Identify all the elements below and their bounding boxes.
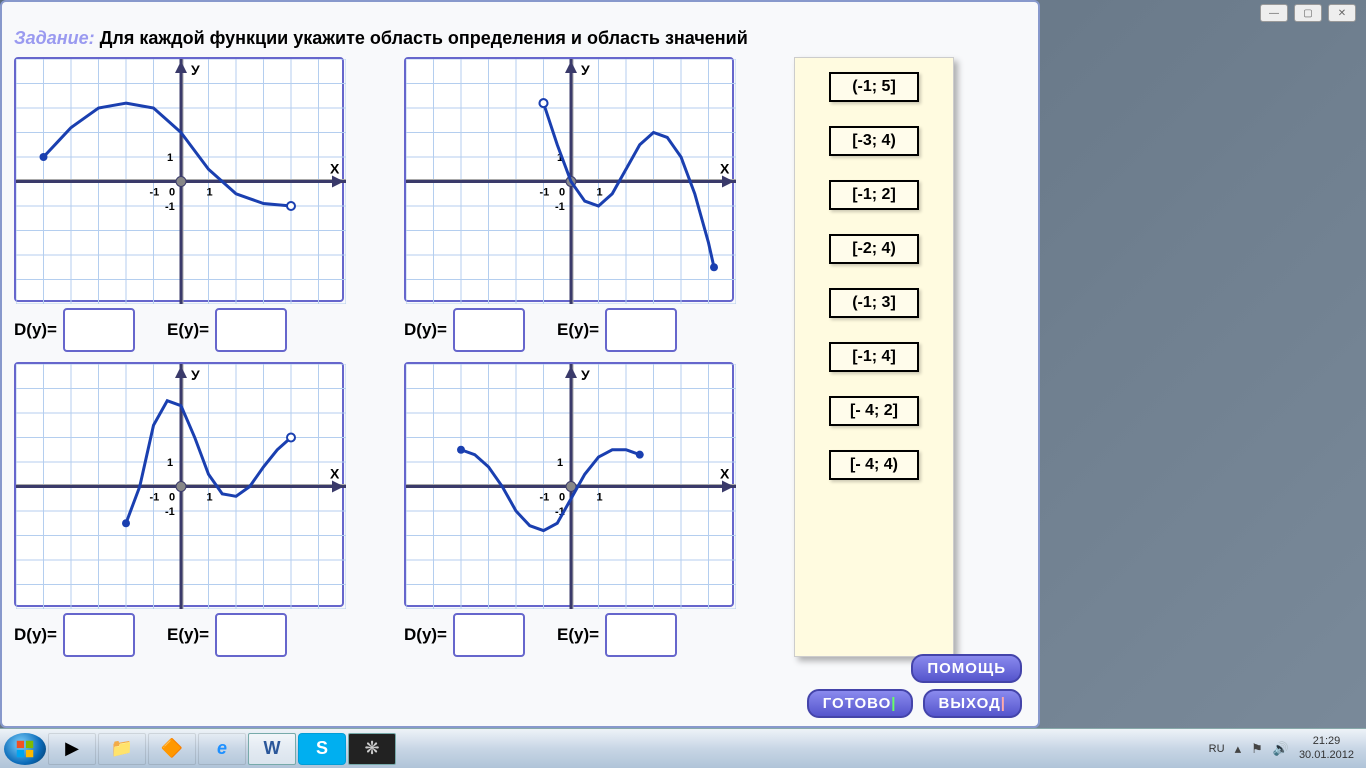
start-button[interactable]	[4, 733, 46, 765]
e-label: E(y)=	[167, 320, 209, 340]
clock[interactable]: 21:29 30.01.2012	[1299, 735, 1354, 761]
d-label: D(y)=	[404, 625, 447, 645]
graph-block-2: -111-10XУ D(y)= E(y)=	[404, 57, 784, 352]
graph-block-4: -111-10XУ D(y)= E(y)=	[404, 362, 784, 657]
svg-text:1: 1	[207, 492, 213, 504]
e-dropzone-3[interactable]	[215, 613, 287, 657]
svg-text:0: 0	[169, 492, 175, 504]
title-prefix: Задание:	[14, 28, 95, 48]
skype-icon[interactable]: S	[298, 733, 346, 765]
graph-1: -1 1 1 -1 0 X У	[14, 57, 344, 302]
svg-text:-1: -1	[165, 201, 175, 213]
flag-icon[interactable]: ⚑	[1251, 741, 1263, 757]
svg-text:0: 0	[559, 187, 565, 199]
taskbar: ▶ 📁 🔶 e W S ❋ RU ▴ ⚑ 🔊 21:29 30.01.2012	[0, 728, 1366, 768]
svg-text:У: У	[191, 62, 200, 78]
d-label: D(y)=	[404, 320, 447, 340]
svg-text:1: 1	[167, 152, 173, 164]
choice-2[interactable]: [-1; 2]	[829, 180, 919, 210]
app-window: Задание: Для каждой функции укажите обла…	[0, 0, 1040, 728]
graph-2: -111-10XУ	[404, 57, 734, 302]
svg-text:X: X	[720, 161, 730, 177]
d-label: D(y)=	[14, 625, 57, 645]
app-icon-1[interactable]: 🔶	[148, 733, 196, 765]
graph-block-3: -1 1 1 -1 0 X У D(y)= E(y)=	[14, 362, 394, 657]
choice-1[interactable]: [-3; 4)	[829, 126, 919, 156]
system-tray: RU ▴ ⚑ 🔊 21:29 30.01.2012	[1209, 735, 1362, 761]
word-icon[interactable]: W	[248, 733, 296, 765]
done-button[interactable]: ГОТОВО|	[807, 689, 913, 718]
svg-text:X: X	[330, 161, 340, 177]
e-label: E(y)=	[167, 625, 209, 645]
exit-button[interactable]: ВЫХОД|	[923, 689, 1023, 718]
maximize-button[interactable]: ▢	[1294, 4, 1322, 22]
page-title: Задание: Для каждой функции укажите обла…	[14, 28, 1026, 49]
ie-icon[interactable]: e	[198, 733, 246, 765]
svg-text:У: У	[191, 367, 200, 383]
language-indicator[interactable]: RU	[1209, 743, 1225, 755]
choices-panel: (-1; 5] [-3; 4) [-1; 2] [-2; 4) (-1; 3] [-1; …	[794, 57, 954, 657]
svg-text:-1: -1	[150, 187, 160, 199]
explorer-icon[interactable]: 📁	[98, 733, 146, 765]
e-dropzone-4[interactable]	[605, 613, 677, 657]
e-dropzone-1[interactable]	[215, 308, 287, 352]
svg-text:-1: -1	[540, 492, 550, 504]
help-button[interactable]: ПОМОЩЬ	[911, 654, 1022, 683]
d-dropzone-4[interactable]	[453, 613, 525, 657]
svg-text:1: 1	[207, 187, 213, 199]
svg-text:0: 0	[559, 492, 565, 504]
d-dropzone-2[interactable]	[453, 308, 525, 352]
e-label: E(y)=	[557, 625, 599, 645]
svg-text:-1: -1	[150, 492, 160, 504]
choice-0[interactable]: (-1; 5]	[829, 72, 919, 102]
volume-icon[interactable]: 🔊	[1273, 741, 1289, 757]
svg-text:X: X	[720, 466, 730, 482]
svg-text:0: 0	[169, 187, 175, 199]
media-player-icon[interactable]: ▶	[48, 733, 96, 765]
close-button[interactable]: ✕	[1328, 4, 1356, 22]
title-text: Для каждой функции укажите область опред…	[100, 28, 748, 48]
svg-text:-1: -1	[165, 506, 175, 518]
graph-block-1: -1 1 1 -1 0 X У D(y)= E(y)=	[14, 57, 394, 352]
choice-3[interactable]: [-2; 4)	[829, 234, 919, 264]
d-dropzone-1[interactable]	[63, 308, 135, 352]
svg-text:1: 1	[557, 457, 563, 469]
graph-4: -111-10XУ	[404, 362, 734, 607]
svg-text:1: 1	[597, 187, 603, 199]
choice-7[interactable]: [- 4; 4)	[829, 450, 919, 480]
tray-arrow-icon[interactable]: ▴	[1235, 741, 1242, 757]
window-controls: — ▢ ✕	[1260, 4, 1356, 22]
choice-4[interactable]: (-1; 3]	[829, 288, 919, 318]
e-label: E(y)=	[557, 320, 599, 340]
graph-3: -1 1 1 -1 0 X У	[14, 362, 344, 607]
d-dropzone-3[interactable]	[63, 613, 135, 657]
app-icon-2[interactable]: ❋	[348, 733, 396, 765]
choice-6[interactable]: [- 4; 2]	[829, 396, 919, 426]
svg-text:-1: -1	[540, 187, 550, 199]
e-dropzone-2[interactable]	[605, 308, 677, 352]
svg-text:1: 1	[597, 492, 603, 504]
choice-5[interactable]: [-1; 4]	[829, 342, 919, 372]
svg-text:У: У	[581, 367, 590, 383]
svg-text:1: 1	[167, 457, 173, 469]
svg-text:У: У	[581, 62, 590, 78]
d-label: D(y)=	[14, 320, 57, 340]
svg-text:X: X	[330, 466, 340, 482]
svg-text:-1: -1	[555, 201, 565, 213]
minimize-button[interactable]: —	[1260, 4, 1288, 22]
